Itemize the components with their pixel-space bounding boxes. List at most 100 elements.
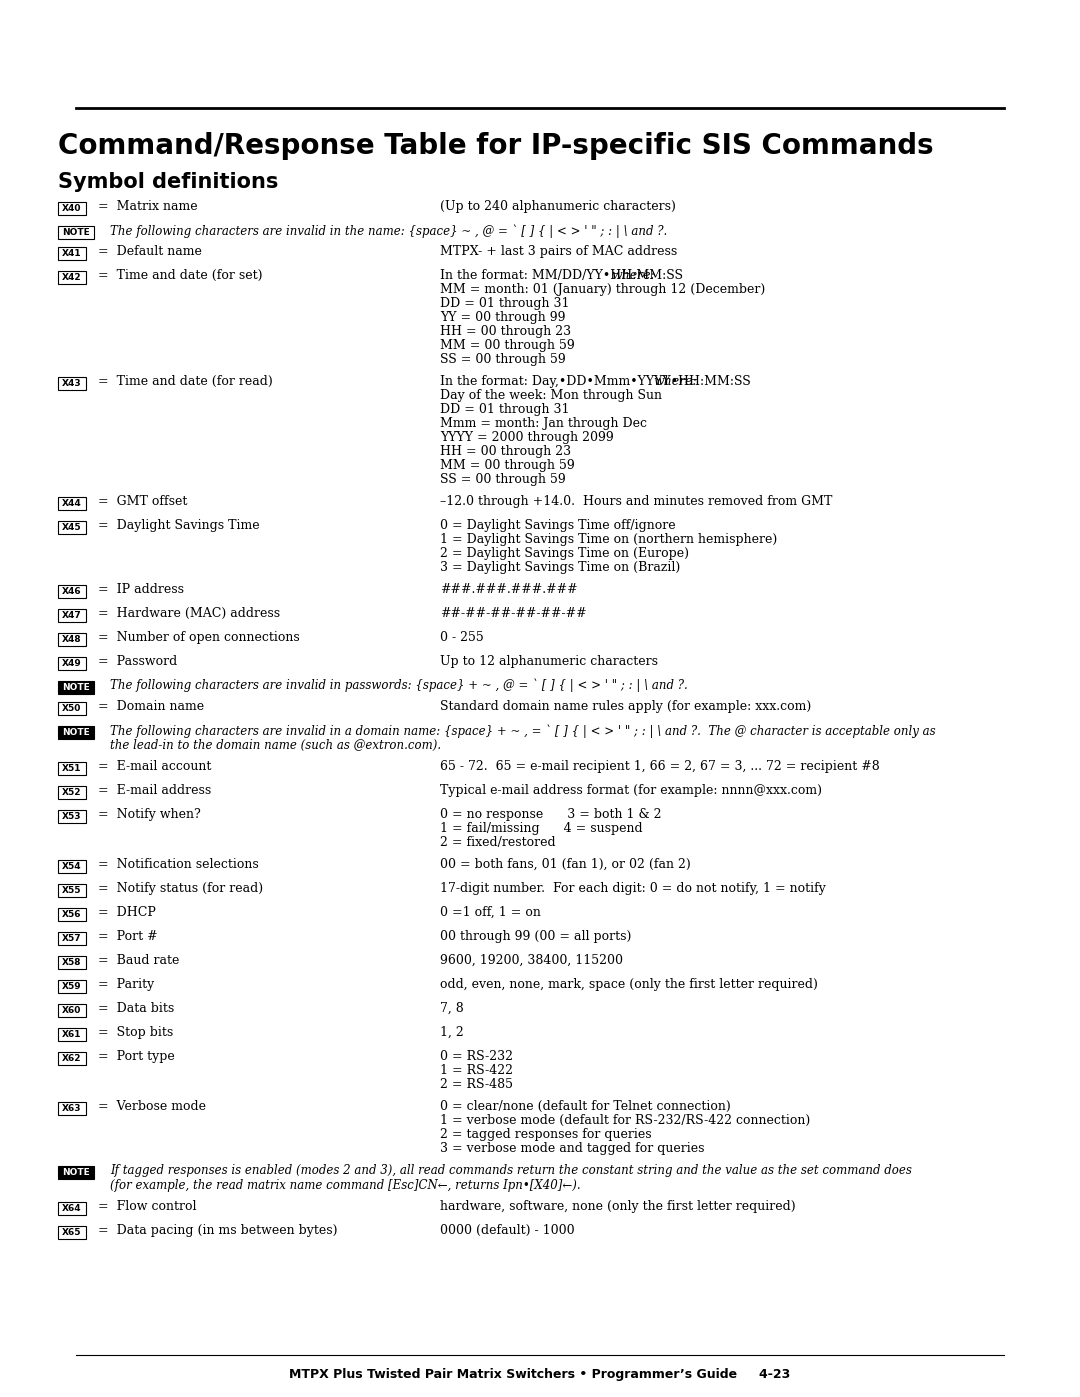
Text: X61: X61: [63, 1030, 82, 1039]
Text: X42: X42: [63, 272, 82, 282]
Text: X52: X52: [63, 788, 82, 798]
Bar: [58, 1201, 86, 1215]
Text: =  Parity: = Parity: [98, 978, 154, 990]
Bar: [58, 787, 86, 799]
Text: 17-digit number.  For each digit: 0 = do not notify, 1 = notify: 17-digit number. For each digit: 0 = do …: [440, 882, 826, 895]
Bar: [58, 1004, 86, 1017]
Text: X58: X58: [63, 958, 82, 967]
Text: Command/Response Table for IP-specific SIS Commands: Command/Response Table for IP-specific S…: [58, 131, 933, 161]
Text: where:: where:: [611, 270, 656, 282]
Text: NOTE: NOTE: [63, 683, 90, 692]
Text: X40: X40: [63, 204, 82, 212]
Text: 00 through 99 (00 = all ports): 00 through 99 (00 = all ports): [440, 930, 632, 943]
Text: SS = 00 through 59: SS = 00 through 59: [440, 474, 566, 486]
Text: =  E-mail address: = E-mail address: [98, 784, 212, 798]
Text: HH = 00 through 23: HH = 00 through 23: [440, 326, 571, 338]
Text: Day of the week: Mon through Sun: Day of the week: Mon through Sun: [440, 388, 662, 402]
Text: =  Notification selections: = Notification selections: [98, 858, 259, 870]
Text: DD = 01 through 31: DD = 01 through 31: [440, 402, 569, 416]
Text: =  Matrix name: = Matrix name: [98, 200, 198, 212]
Bar: [58, 981, 86, 993]
Text: X41: X41: [63, 249, 82, 258]
Text: X54: X54: [63, 862, 82, 870]
Bar: [58, 932, 86, 944]
Text: X47: X47: [63, 610, 82, 620]
Bar: [58, 884, 86, 897]
Text: 1 = Daylight Savings Time on (northern hemisphere): 1 = Daylight Savings Time on (northern h…: [440, 534, 778, 546]
Bar: [58, 497, 86, 510]
Text: 3 = verbose mode and tagged for queries: 3 = verbose mode and tagged for queries: [440, 1141, 704, 1155]
Text: 65 - 72.  65 = e-mail recipient 1, 66 = 2, 67 = 3, ... 72 = recipient #8: 65 - 72. 65 = e-mail recipient 1, 66 = 2…: [440, 760, 880, 773]
Text: =  Time and date (for read): = Time and date (for read): [98, 374, 273, 388]
Text: 9600, 19200, 38400, 115200: 9600, 19200, 38400, 115200: [440, 954, 623, 967]
Text: MTPX Plus Twisted Pair Matrix Switchers • Programmer’s Guide     4-23: MTPX Plus Twisted Pair Matrix Switchers …: [289, 1368, 791, 1382]
Text: where:: where:: [653, 374, 697, 388]
Text: 0000 (default) - 1000: 0000 (default) - 1000: [440, 1224, 575, 1236]
Text: =  Domain name: = Domain name: [98, 700, 204, 712]
Text: 1 = fail/missing      4 = suspend: 1 = fail/missing 4 = suspend: [440, 821, 643, 835]
Bar: [58, 585, 86, 598]
Text: X51: X51: [63, 764, 82, 773]
Text: =  E-mail account: = E-mail account: [98, 760, 212, 773]
Text: Standard domain name rules apply (for example: xxx.com): Standard domain name rules apply (for ex…: [440, 700, 811, 712]
Text: DD = 01 through 31: DD = 01 through 31: [440, 298, 569, 310]
Bar: [58, 1028, 86, 1041]
Text: =  Data bits: = Data bits: [98, 1002, 174, 1016]
Text: X57: X57: [63, 935, 82, 943]
Bar: [58, 1052, 86, 1065]
Bar: [58, 1102, 86, 1115]
Text: =  Daylight Savings Time: = Daylight Savings Time: [98, 520, 259, 532]
Text: MM = month: 01 (January) through 12 (December): MM = month: 01 (January) through 12 (Dec…: [440, 284, 766, 296]
Text: X55: X55: [63, 886, 82, 895]
Text: The following characters are invalid in passwords: {space} + ~ , @ = ` [ ] { | <: The following characters are invalid in …: [110, 679, 688, 693]
Text: YY = 00 through 99: YY = 00 through 99: [440, 312, 566, 324]
Bar: [58, 703, 86, 715]
Text: MTPX- + last 3 pairs of MAC address: MTPX- + last 3 pairs of MAC address: [440, 244, 677, 258]
Text: In the format: Day,•DD•Mmm•YYYY•HH:MM:SS: In the format: Day,•DD•Mmm•YYYY•HH:MM:SS: [440, 374, 755, 388]
Text: The following characters are invalid in a domain name: {space} + ~ , = ` [ ] { |: The following characters are invalid in …: [110, 724, 935, 738]
Bar: [58, 377, 86, 390]
Bar: [58, 810, 86, 823]
Bar: [58, 247, 86, 260]
Text: X45: X45: [63, 522, 82, 532]
Text: X46: X46: [63, 587, 82, 597]
Text: If tagged responses is enabled (modes 2 and 3), all read commands return the con: If tagged responses is enabled (modes 2 …: [110, 1164, 912, 1178]
Text: X48: X48: [63, 636, 82, 644]
Text: X65: X65: [63, 1228, 82, 1236]
Text: 1 = RS-422: 1 = RS-422: [440, 1065, 513, 1077]
Text: X60: X60: [63, 1006, 82, 1016]
Bar: [58, 271, 86, 284]
Bar: [58, 657, 86, 671]
Bar: [58, 633, 86, 645]
Text: 2 = Daylight Savings Time on (Europe): 2 = Daylight Savings Time on (Europe): [440, 548, 689, 560]
Text: =  DHCP: = DHCP: [98, 907, 156, 919]
Text: 1 = verbose mode (default for RS-232/RS-422 connection): 1 = verbose mode (default for RS-232/RS-…: [440, 1113, 810, 1127]
Text: X49: X49: [63, 659, 82, 668]
Text: NOTE: NOTE: [63, 228, 90, 237]
Text: odd, even, none, mark, space (only the first letter required): odd, even, none, mark, space (only the f…: [440, 978, 818, 990]
Text: 7, 8: 7, 8: [440, 1002, 463, 1016]
Bar: [58, 956, 86, 970]
Text: =  Port #: = Port #: [98, 930, 158, 943]
Text: 0 =1 off, 1 = on: 0 =1 off, 1 = on: [440, 907, 541, 919]
Bar: [58, 1227, 86, 1239]
Text: 0 - 255: 0 - 255: [440, 631, 484, 644]
Bar: [58, 908, 86, 921]
Text: =  Time and date (for set): = Time and date (for set): [98, 270, 262, 282]
Text: =  Hardware (MAC) address: = Hardware (MAC) address: [98, 608, 280, 620]
Text: (for example, the read matrix name command [Esc]CN←, returns Ipn•[X40]←).: (for example, the read matrix name comma…: [110, 1179, 581, 1192]
Text: NOTE: NOTE: [63, 728, 90, 738]
Text: =  Default name: = Default name: [98, 244, 202, 258]
Text: =  IP address: = IP address: [98, 583, 184, 597]
Text: =  Number of open connections: = Number of open connections: [98, 631, 300, 644]
Text: In the format: MM/DD/YY•HH:MM:SS: In the format: MM/DD/YY•HH:MM:SS: [440, 270, 687, 282]
Text: =  Notify when?: = Notify when?: [98, 807, 201, 821]
Text: ###.###.###.###: ###.###.###.###: [440, 583, 578, 597]
Text: X63: X63: [63, 1104, 82, 1113]
Text: 1, 2: 1, 2: [440, 1025, 463, 1039]
Text: Symbol definitions: Symbol definitions: [58, 172, 279, 191]
Text: X44: X44: [63, 499, 82, 509]
Text: X43: X43: [63, 379, 82, 388]
Text: Typical e-mail address format (for example: nnnn@xxx.com): Typical e-mail address format (for examp…: [440, 784, 822, 798]
Text: X56: X56: [63, 909, 82, 919]
